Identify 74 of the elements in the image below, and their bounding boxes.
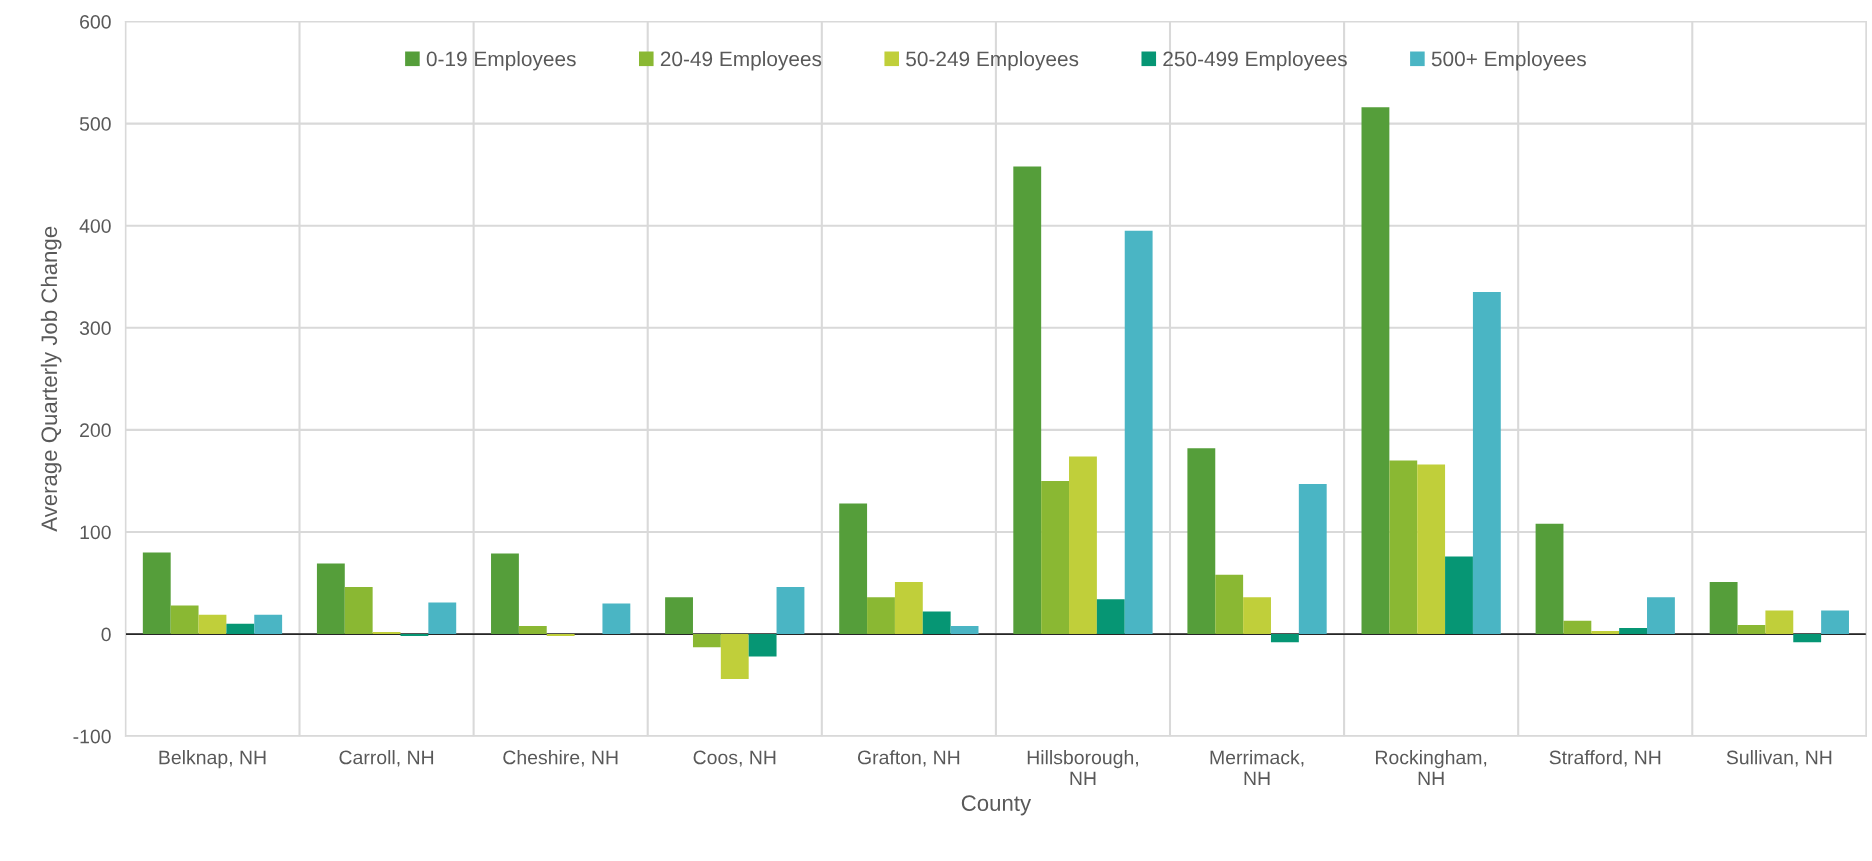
x-tick-label: Cheshire, NH	[503, 750, 618, 767]
x-tick-label: Belknap, NH	[159, 750, 266, 769]
bar	[1821, 610, 1849, 635]
y-tick-label: 200	[80, 423, 111, 438]
x-tick-label: Carroll, NH	[339, 750, 434, 767]
bar	[518, 625, 547, 635]
bar	[1472, 292, 1501, 635]
bar	[602, 603, 631, 635]
bar	[1417, 464, 1446, 635]
bar	[344, 587, 373, 635]
bar	[692, 634, 721, 648]
x-tick-label: Rockingham, NH	[1376, 750, 1487, 786]
legend-label: 500+ Employees	[1431, 50, 1586, 71]
y-tick-label: 300	[79, 321, 111, 336]
bar	[170, 605, 199, 635]
x-tick-label: Coos, NH	[693, 750, 776, 767]
bar	[1187, 448, 1216, 635]
bar	[1270, 634, 1299, 643]
bar	[1591, 631, 1620, 635]
bar	[491, 553, 519, 635]
bar	[1096, 599, 1125, 635]
bar	[665, 597, 693, 635]
legend-label: 50-249 Employees	[906, 50, 1079, 71]
y-tick-label: 600	[80, 14, 111, 29]
bar	[894, 582, 923, 635]
bar	[198, 614, 227, 635]
bar	[1535, 523, 1564, 635]
bar	[720, 634, 749, 679]
bar	[1765, 610, 1794, 635]
y-axis-title: Average Quarterly Job Change	[40, 226, 62, 532]
legend-label: 20-49 Employees	[660, 50, 822, 71]
bar	[1361, 107, 1390, 635]
bar	[1737, 624, 1766, 635]
bar	[1215, 574, 1244, 635]
bar	[1619, 627, 1648, 635]
bar	[1243, 597, 1271, 635]
bar	[254, 614, 283, 635]
x-tick-label: Sullivan, NH	[1726, 750, 1832, 767]
y-tick-label: 100	[80, 525, 111, 540]
bar	[372, 632, 401, 635]
bar	[400, 634, 429, 637]
y-tick-label: -100	[73, 729, 111, 744]
bar	[226, 623, 255, 635]
x-tick-label: Grafton, NH	[857, 750, 960, 767]
bar	[1647, 597, 1675, 635]
bar	[1563, 620, 1592, 635]
bar	[1069, 456, 1097, 635]
bar	[1793, 634, 1822, 643]
bar	[1124, 230, 1153, 635]
bar	[950, 625, 979, 635]
bar	[776, 587, 805, 635]
bar	[1041, 480, 1070, 635]
bar	[922, 611, 951, 635]
x-tick-label: Hillsborough, NH	[1027, 750, 1138, 786]
x-tick-label: Strafford, NH	[1549, 750, 1661, 767]
x-tick-label: Merrimack, NH	[1210, 750, 1304, 786]
bar	[546, 634, 575, 637]
bar	[142, 552, 171, 635]
bar	[316, 563, 345, 635]
bar	[428, 602, 457, 635]
legend-label: 250-499 Employees	[1163, 50, 1347, 71]
bar	[839, 503, 868, 635]
bar	[748, 634, 777, 657]
y-tick-label: 500	[79, 117, 111, 131]
x-axis-title: County	[961, 795, 1032, 816]
bar	[1709, 582, 1738, 635]
y-tick-label: 400	[79, 219, 111, 233]
bar	[1298, 483, 1327, 635]
bar	[1013, 166, 1042, 635]
bar	[867, 597, 895, 635]
bar	[1445, 556, 1473, 635]
y-tick-label: 0	[101, 627, 111, 642]
legend-label: 0-19 Employees	[426, 50, 576, 71]
bar	[1389, 460, 1418, 635]
